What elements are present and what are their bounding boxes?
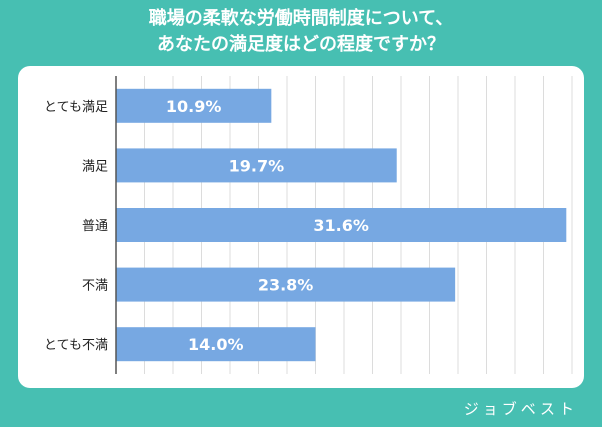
bar: [116, 208, 567, 242]
bar-chart: とても満足 10.9% 満足 19.7% 普通 31.6% 不満 23.8% とても不満 14.0…: [44, 76, 573, 374]
data-label: 31.6%: [313, 216, 369, 235]
chart-title-line-2: あなたの満足度はどの程度ですか？: [157, 34, 445, 55]
bar: [116, 267, 456, 302]
data-label: 19.7%: [229, 156, 285, 175]
bar: [116, 88, 272, 123]
category-label: 普通: [82, 219, 108, 234]
brand-logo: ジョブベスト: [463, 400, 578, 418]
chart-title: 職場の柔軟な労働時間制度について、 あなたの満足度はどの程度ですか？: [0, 6, 602, 58]
bar: [116, 148, 397, 183]
data-label: 23.8%: [258, 276, 314, 295]
data-label: 10.9%: [166, 97, 222, 116]
chart-title-line-1: 職場の柔軟な労働時間制度について、: [148, 8, 454, 29]
category-label: 満足: [82, 159, 108, 174]
category-label: とても満足: [44, 100, 108, 115]
chart-card: とても満足 10.9% 満足 19.7% 普通 31.6% 不満 23.8% とても不満 14.0…: [18, 66, 584, 388]
bar: [116, 327, 316, 362]
category-label: とても不満: [44, 338, 108, 353]
data-label: 14.0%: [188, 335, 244, 354]
category-label: 不満: [82, 279, 108, 294]
